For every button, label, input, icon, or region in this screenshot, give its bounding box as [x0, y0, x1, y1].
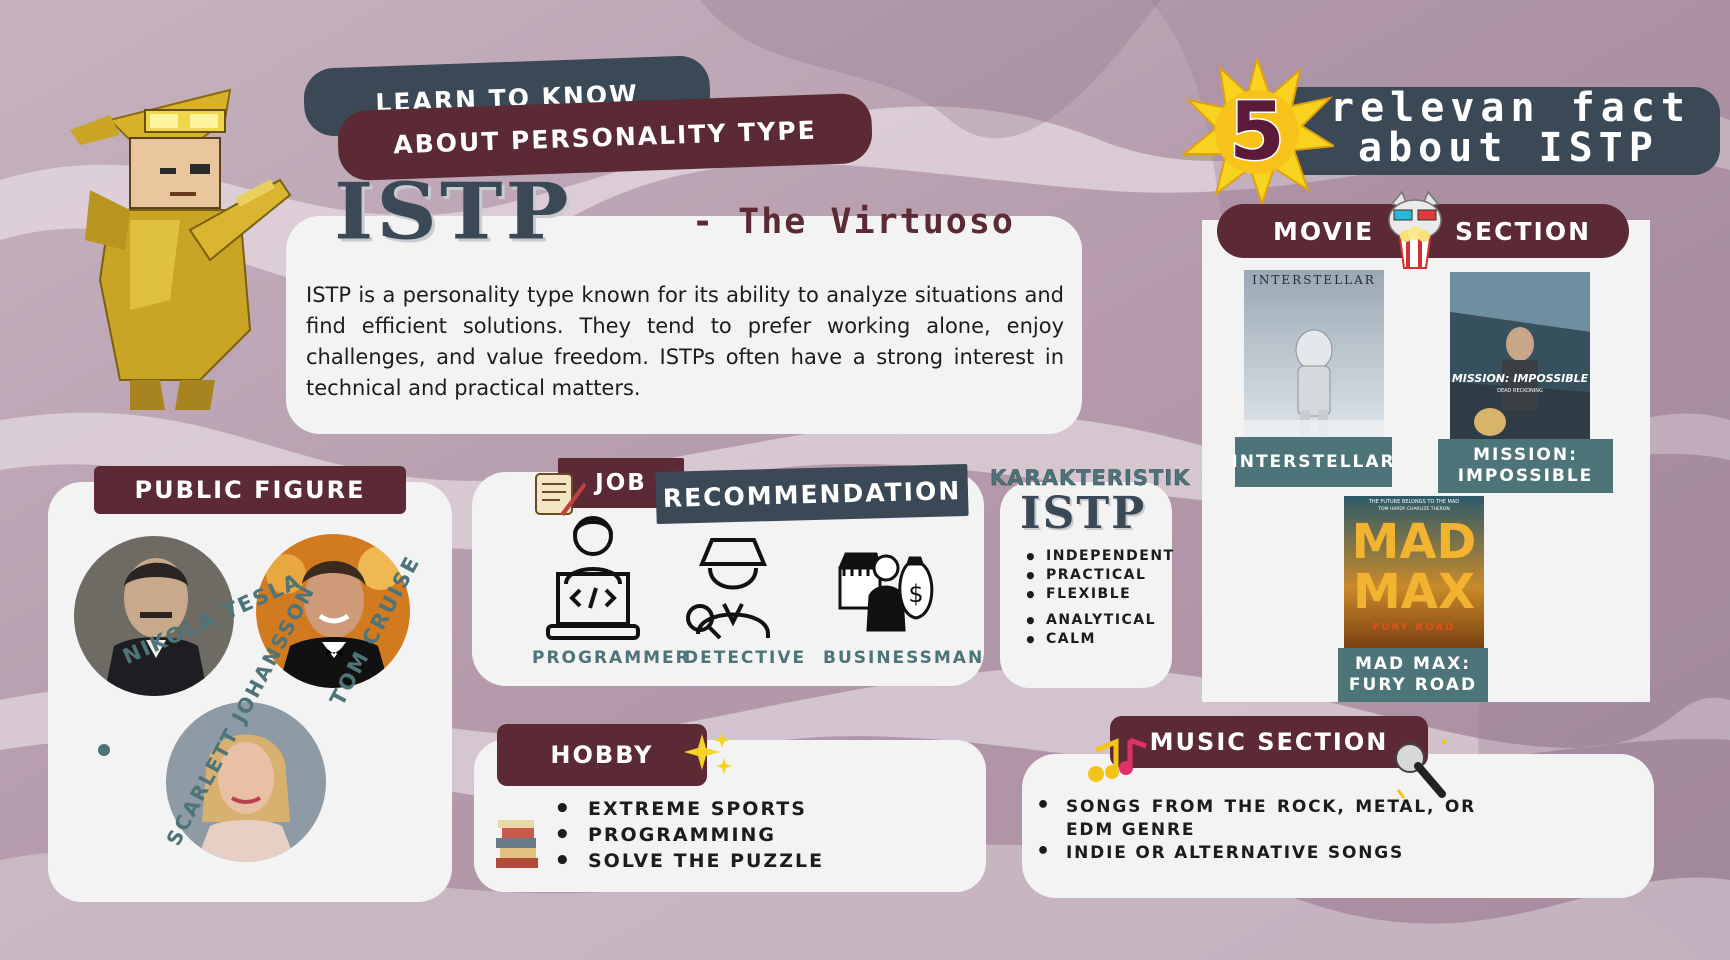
character-illustration	[70, 88, 292, 410]
hobby-pill: HOBBY	[497, 724, 707, 786]
movie-title-line-1: MISSION:	[1473, 445, 1578, 465]
facts-number: 5	[1229, 85, 1285, 178]
hobby-list: EXTREME SPORTS PROGRAMMING SOLVE THE PUZ…	[554, 794, 824, 876]
traits-list: INDEPENDENT PRACTICAL FLEXIBLE	[1024, 545, 1175, 607]
facts-banner	[1268, 87, 1720, 175]
music-notes-icon	[1088, 737, 1147, 782]
svg-text:FURY ROAD: FURY ROAD	[1373, 622, 1456, 633]
karakteristik-type: ISTP	[1020, 488, 1147, 539]
svg-text:MAX: MAX	[1353, 564, 1475, 620]
svg-text:MAD: MAD	[1352, 514, 1477, 570]
job-tag-text: JOB	[595, 470, 647, 496]
movie-title-line-2: IMPOSSIBLE	[1457, 466, 1594, 486]
poster-interstellar[interactable]: INTERSTELLAR	[1244, 270, 1384, 440]
public-figure-pill: PUBLIC FIGURE	[94, 466, 406, 514]
public-figure-title: PUBLIC FIGURE	[134, 476, 366, 504]
movie-title-line-2: FURY ROAD	[1348, 675, 1478, 695]
poster-mad-max[interactable]: THE FUTURE BELONGS TO THE MAD TOM HARDY …	[1344, 496, 1484, 648]
job-label-detective: DETECTIVE	[684, 648, 807, 668]
intro-card: ISTP is a personality type known for its…	[286, 216, 1082, 434]
nickname: - The Virtuoso	[692, 202, 1016, 242]
recommendation-title: RECOMMENDATION	[662, 475, 962, 513]
music-section-pill: MUSIC SECTION	[1110, 716, 1428, 768]
trait-item: ANALYTICAL	[1024, 609, 1156, 633]
hobby-item: SOLVE THE PUZZLE	[554, 846, 824, 876]
svg-text:THE FUTURE BELONGS TO THE MAD: THE FUTURE BELONGS TO THE MAD	[1368, 499, 1459, 505]
trait-item: CALM	[1024, 628, 1156, 652]
hobby-item: EXTREME SPORTS	[554, 794, 824, 824]
music-list: SONGS FROM THE ROCK, METAL, OR EDM GENRE…	[1036, 794, 1476, 865]
movie-label-right: SECTION	[1455, 216, 1591, 246]
avatar-scarlett-johansson[interactable]	[166, 702, 326, 862]
music-card	[1022, 754, 1654, 898]
movie-title-mission-impossible: MISSION: IMPOSSIBLE	[1438, 439, 1613, 493]
music-item: SONGS FROM THE ROCK, METAL, OR	[1036, 794, 1476, 819]
svg-text:DEAD RECKONING: DEAD RECKONING	[1497, 388, 1543, 394]
books-icon	[496, 820, 538, 868]
facts-line-1: relevan fact	[1330, 85, 1691, 131]
job-label-businessman: BUSINESSMAN	[823, 648, 985, 668]
facts-title: relevan fact about ISTP	[1330, 88, 1710, 168]
movie-title-interstellar: INTERSTELLAR	[1231, 437, 1394, 487]
about-text: ABOUT PERSONALITY TYPE	[392, 115, 818, 159]
trait-item: PRACTICAL	[1024, 564, 1175, 588]
hobby-title: HOBBY	[550, 741, 654, 769]
microphone-icon	[1395, 738, 1448, 799]
facts-line-2: about ISTP	[1358, 125, 1659, 171]
movie-title-mad-max: MAD MAX: FURY ROAD	[1338, 648, 1488, 702]
svg-text:$: $	[908, 580, 923, 608]
svg-text:INTERSTELLAR: INTERSTELLAR	[1252, 273, 1376, 287]
job-label-programmer: PROGRAMMER	[532, 648, 691, 668]
dot-decoration	[98, 744, 110, 756]
programmer-icon	[546, 516, 640, 640]
recommendation-pill: RECOMMENDATION	[655, 463, 969, 525]
karakteristik-title: KARAKTERISTIK	[990, 466, 1191, 490]
detective-icon	[686, 538, 770, 640]
cat-popcorn-icon	[1388, 190, 1442, 269]
avatar-tom-cruise[interactable]	[256, 534, 410, 688]
page-title: ISTP	[334, 166, 572, 258]
movie-title-line-1: MAD MAX:	[1354, 654, 1472, 674]
svg-text:TOM HARDY CHARLIZE THERON: TOM HARDY CHARLIZE THERON	[1377, 506, 1450, 512]
starburst-icon: 5	[1181, 58, 1334, 204]
sparkle-icon	[684, 732, 732, 774]
businessman-icon: $	[838, 552, 934, 632]
movie-label-left: MOVIE	[1273, 216, 1375, 246]
movie-title-text: INTERSTELLAR	[1231, 451, 1396, 472]
music-item: INDIE OR ALTERNATIVE SONGS	[1036, 840, 1476, 865]
trait-item: FLEXIBLE	[1024, 583, 1175, 607]
intro-text: ISTP is a personality type known for its…	[306, 283, 1064, 400]
poster-mission-impossible[interactable]: MISSION: IMPOSSIBLE DEAD RECKONING	[1450, 272, 1590, 440]
music-item-continued: EDM GENRE	[1066, 820, 1196, 840]
svg-text:MISSION: IMPOSSIBLE: MISSION: IMPOSSIBLE	[1452, 372, 1589, 385]
music-title: MUSIC SECTION	[1149, 728, 1389, 756]
hobby-item: PROGRAMMING	[554, 820, 824, 850]
trait-item: INDEPENDENT	[1024, 545, 1175, 569]
avatar-nikola-tesla[interactable]	[74, 536, 234, 696]
scroll-quill-icon	[535, 473, 586, 516]
traits-list-2: ANALYTICAL CALM	[1024, 609, 1156, 652]
